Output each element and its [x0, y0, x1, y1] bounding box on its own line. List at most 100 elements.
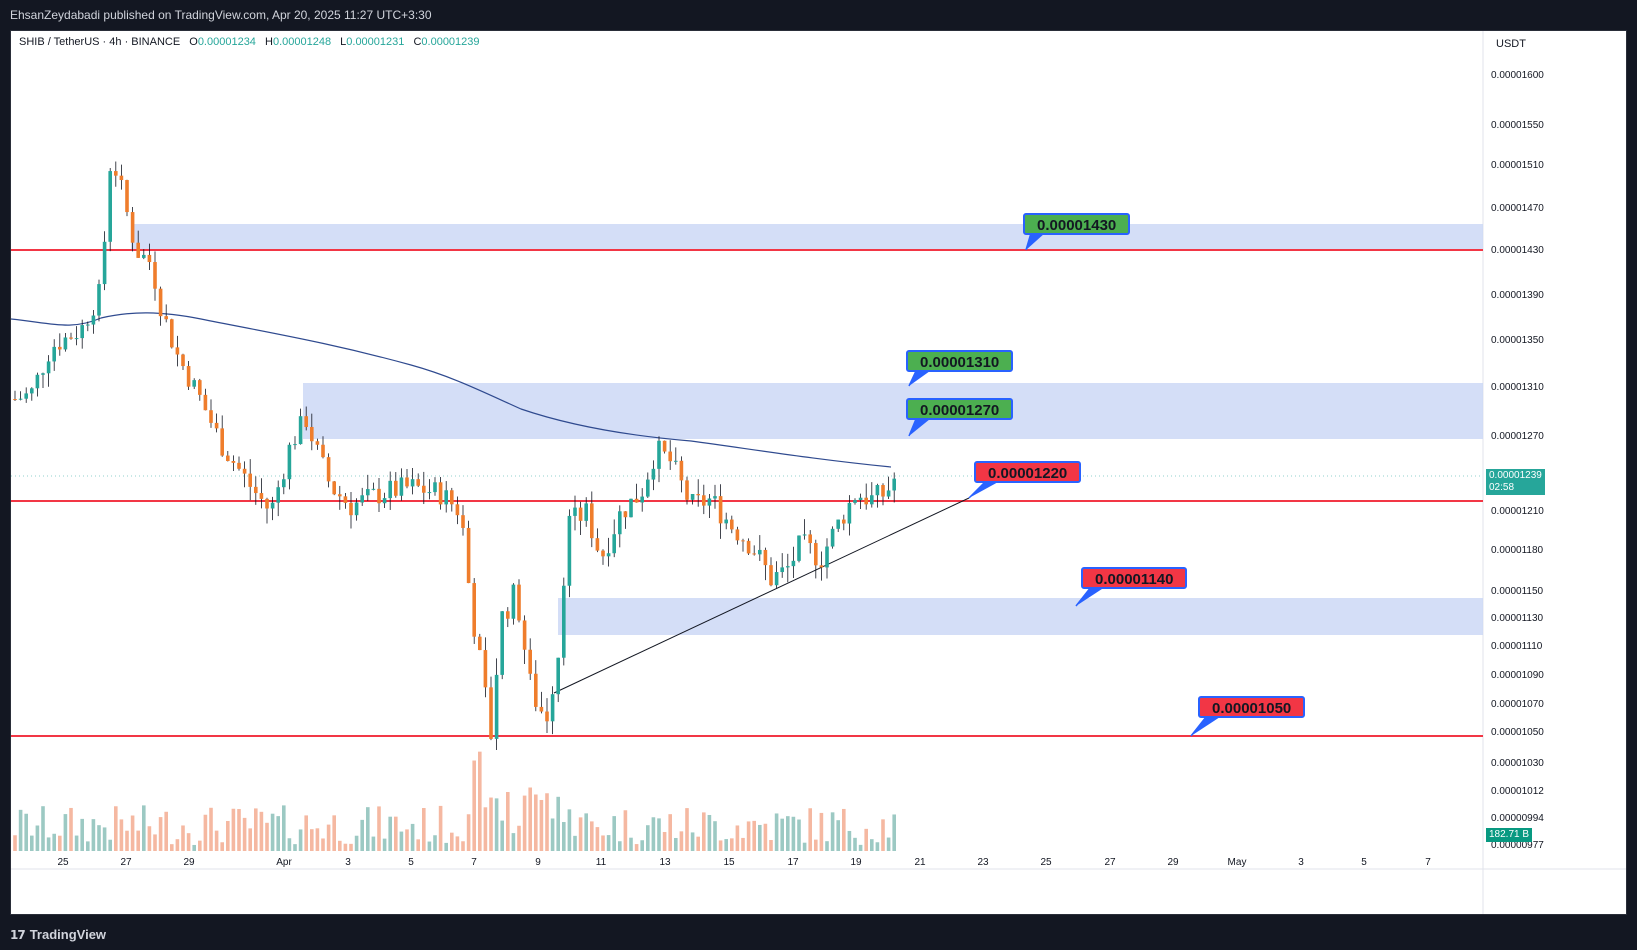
- date-tick-label: 27: [120, 857, 132, 868]
- volume-bar: [612, 816, 616, 851]
- volume-bar: [455, 836, 460, 851]
- currency-label[interactable]: USDT: [1496, 38, 1526, 50]
- date-tick-label: 9: [535, 857, 541, 868]
- candle-body: [209, 410, 213, 423]
- candle-body: [153, 262, 157, 289]
- candle-body: [198, 380, 202, 395]
- volume-bar: [321, 838, 325, 851]
- volume-bar: [853, 837, 857, 851]
- price-tick-label: 0.00001090: [1491, 670, 1544, 681]
- price-tick-label: 0.00000977: [1491, 840, 1544, 851]
- candle-body: [399, 477, 404, 496]
- price-zone-1: [303, 383, 1483, 439]
- candle-body: [881, 485, 885, 497]
- date-tick-label: 19: [850, 857, 862, 868]
- high-label: H: [265, 36, 273, 48]
- candle-body: [438, 482, 443, 505]
- volume-bar: [192, 844, 196, 851]
- candle-body: [786, 566, 790, 568]
- price-tick-label: 0.00001390: [1491, 290, 1544, 301]
- brand-name: TradingView: [29, 927, 107, 942]
- candle-body: [522, 620, 527, 650]
- candle-body: [668, 451, 672, 462]
- date-tick-label: 25: [57, 857, 69, 868]
- candle-body: [702, 495, 706, 506]
- volume-bar: [226, 820, 230, 851]
- volume-bar: [91, 819, 96, 851]
- volume-bar: [662, 831, 667, 851]
- volume-bar: [640, 840, 644, 851]
- symbol-title[interactable]: SHIB / TetherUS · 4h · BINANCE: [19, 36, 181, 48]
- date-tick-label: 21: [914, 857, 926, 868]
- volume-bar: [450, 832, 454, 851]
- volume-bar: [136, 830, 140, 851]
- chart-frame[interactable]: SHIB / TetherUS · 4h · BINANCE O0.000012…: [10, 30, 1627, 915]
- candle-body: [371, 488, 376, 490]
- level-tag-1050[interactable]: 0.00001050: [1198, 696, 1306, 718]
- candle-body: [326, 457, 331, 482]
- volume-bar: [578, 817, 583, 851]
- level-tag-1430[interactable]: 0.00001430: [1023, 213, 1131, 235]
- candle-body: [130, 212, 135, 243]
- date-tick-label: 11: [595, 857, 607, 868]
- candle-body: [870, 495, 874, 505]
- volume-bar: [35, 825, 40, 851]
- volume-bar: [830, 812, 835, 851]
- volume-bar: [881, 819, 885, 851]
- candle-body: [147, 254, 152, 263]
- candle-body: [584, 503, 588, 521]
- low-label: L: [340, 36, 347, 48]
- candle-body: [640, 496, 644, 503]
- volume-bar: [646, 825, 650, 851]
- tradingview-logo[interactable]: 17 TradingView: [10, 920, 106, 950]
- candle-body: [735, 529, 740, 541]
- candle-body: [186, 366, 191, 387]
- level-tag-1270[interactable]: 0.00001270: [906, 398, 1014, 420]
- volume-bar: [539, 799, 544, 851]
- volume-bar: [651, 817, 656, 851]
- candle-body: [791, 560, 796, 567]
- volume-bar: [590, 821, 594, 851]
- level-tag-1310[interactable]: 0.00001310: [906, 350, 1014, 372]
- candle-body: [86, 324, 90, 326]
- candle-body: [91, 315, 96, 325]
- price-tick-label: 0.00001310: [1491, 382, 1544, 393]
- price-tick-label: 0.00001180: [1491, 545, 1544, 556]
- volume-bar: [332, 815, 336, 851]
- level-tag-1220[interactable]: 0.00001220: [974, 461, 1082, 483]
- candle-body: [119, 175, 124, 181]
- price-tick-label: 0.00001130: [1491, 613, 1544, 624]
- high-value: 0.00001248: [272, 36, 332, 48]
- volume-bar: [461, 841, 465, 851]
- level-tag-1140[interactable]: 0.00001140: [1081, 567, 1188, 589]
- volume-bar: [718, 840, 723, 851]
- volume-bar: [472, 760, 476, 851]
- candle-body: [461, 515, 465, 528]
- volume-bar: [584, 813, 588, 851]
- volume-bar: [769, 840, 773, 851]
- volume-bar: [125, 830, 129, 851]
- candle-body: [836, 519, 840, 529]
- price-chart[interactable]: [11, 31, 1626, 914]
- date-tick-label: May: [1227, 857, 1247, 868]
- candle-body: [422, 485, 426, 493]
- candle-body: [478, 636, 482, 651]
- volume-bar: [80, 818, 84, 851]
- candle-body: [265, 498, 269, 509]
- candle-body: [237, 462, 241, 469]
- candle-body: [489, 687, 493, 739]
- volume-bar: [562, 822, 566, 851]
- volume-bar: [265, 822, 269, 851]
- candle-body: [707, 498, 712, 506]
- volume-bar: [237, 809, 241, 851]
- volume-bar: [825, 841, 829, 851]
- volume-bar: [438, 805, 443, 851]
- date-tick-label: 17: [787, 857, 799, 868]
- candle-body: [125, 180, 129, 213]
- candle-body: [394, 480, 398, 496]
- candle-body: [466, 527, 471, 584]
- publisher-header: EhsanZeydabadi published on TradingView.…: [0, 0, 1637, 30]
- candle-body: [746, 540, 751, 554]
- candle-body: [354, 502, 359, 516]
- candle-body: [550, 694, 555, 722]
